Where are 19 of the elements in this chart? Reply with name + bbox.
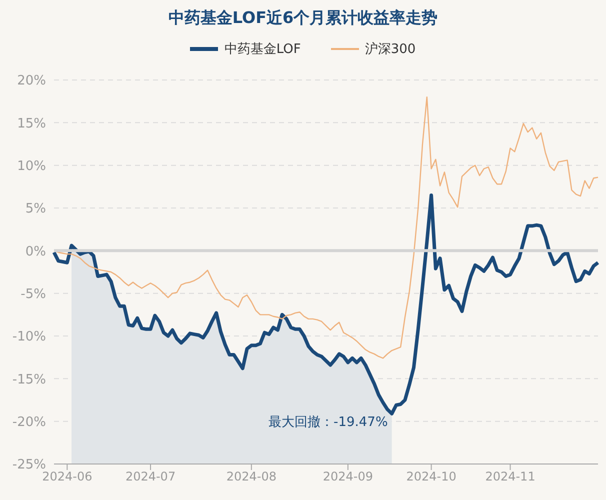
y-tick-label: 5% xyxy=(25,202,46,217)
y-tick-label: 0% xyxy=(25,244,46,260)
legend-label: 中药基金LOF xyxy=(224,41,301,58)
y-tick-label: -20% xyxy=(12,414,46,430)
x-tick-label: 2024-09 xyxy=(322,470,374,484)
annotation: 最大回撤：-19.47% xyxy=(268,414,388,431)
line-series xyxy=(52,193,600,416)
y-tick-label: 20% xyxy=(17,74,46,89)
x-tick-label: 2024-11 xyxy=(485,470,536,484)
y-tick-label: 15% xyxy=(17,116,46,132)
legend-label: 沪深300 xyxy=(364,41,416,58)
y-tick-label: -5% xyxy=(20,286,46,302)
x-tick-label: 2024-08 xyxy=(226,470,276,484)
y-tick-label: -15% xyxy=(12,372,46,388)
chart-title: 中药基金LOF近6个月累计收益率走势 xyxy=(167,8,439,29)
y-tick-label: 10% xyxy=(17,158,46,174)
x-tick-label: 2024-07 xyxy=(125,470,176,484)
y-tick-label: -10% xyxy=(12,330,46,345)
x-tick-label: 2024-10 xyxy=(406,470,456,484)
